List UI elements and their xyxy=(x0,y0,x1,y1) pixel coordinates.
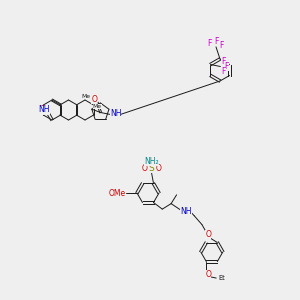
Text: F: F xyxy=(221,67,226,76)
Text: O: O xyxy=(206,270,211,279)
Text: O: O xyxy=(92,95,97,104)
Text: F: F xyxy=(224,62,229,71)
Text: Me: Me xyxy=(92,103,101,109)
Text: F: F xyxy=(221,57,226,66)
Text: O: O xyxy=(206,230,211,239)
Text: Me: Me xyxy=(82,94,91,98)
Text: O: O xyxy=(40,105,45,114)
Text: NH: NH xyxy=(39,106,50,115)
Text: S: S xyxy=(148,164,154,173)
Text: F: F xyxy=(207,39,211,48)
Text: NH: NH xyxy=(110,109,122,118)
Text: F: F xyxy=(214,38,218,46)
Text: Et: Et xyxy=(218,275,225,281)
Text: O: O xyxy=(156,164,161,173)
Text: NH₂: NH₂ xyxy=(144,157,159,166)
Text: NH: NH xyxy=(180,207,192,216)
Text: F: F xyxy=(219,41,223,50)
Text: OMe: OMe xyxy=(108,188,126,197)
Text: O: O xyxy=(142,164,147,173)
